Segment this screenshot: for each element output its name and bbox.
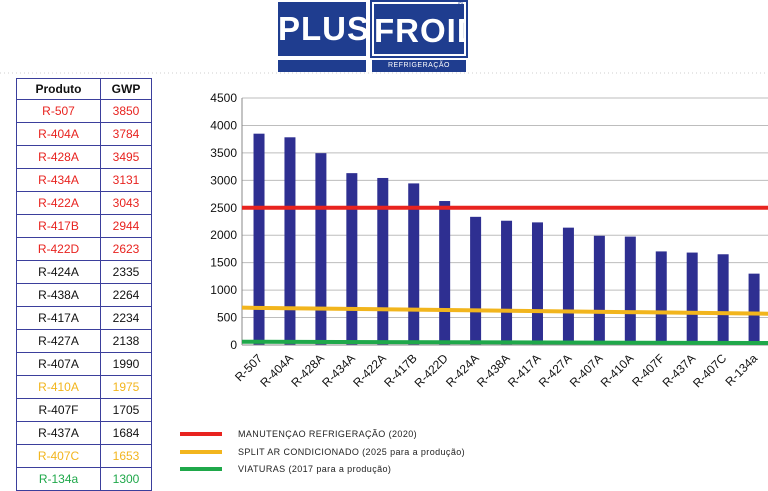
logo-bar <box>278 60 366 72</box>
cell-gwp: 1684 <box>100 421 152 445</box>
y-tick-label: 2500 <box>210 201 237 215</box>
x-tick-label: R-422D <box>412 351 451 390</box>
bar <box>284 137 296 345</box>
bar <box>501 220 513 345</box>
table-row: R-424A 2335 <box>16 260 152 284</box>
x-tick-label: R-427A <box>536 351 575 390</box>
x-tick-label: R-404A <box>257 351 296 390</box>
table-row: R-422A 3043 <box>16 191 152 215</box>
cell-gwp: 2623 <box>100 237 152 261</box>
x-tick-label: R-434A <box>319 351 358 390</box>
legend-label: VIATURAS (2017 para a produção) <box>238 464 391 474</box>
y-tick-label: 1500 <box>210 256 237 270</box>
bar <box>655 251 667 345</box>
table-row: R-427A 2138 <box>16 329 152 353</box>
bar <box>717 254 729 345</box>
bar <box>470 216 482 345</box>
cell-produto: R-407A <box>16 352 101 376</box>
y-tick-label: 3500 <box>210 146 237 160</box>
cell-produto: R-417A <box>16 306 101 330</box>
x-tick-label: R-438A <box>474 351 513 390</box>
table-row: R-404A 3784 <box>16 122 152 146</box>
y-tick-label: 1000 <box>210 283 237 297</box>
cell-gwp: 2335 <box>100 260 152 284</box>
bar <box>593 235 605 345</box>
y-tick-label: 0 <box>230 338 237 352</box>
table-row: R-407F 1705 <box>16 398 152 422</box>
bar <box>315 153 327 345</box>
bar <box>439 201 451 345</box>
cell-produto: R-428A <box>16 145 101 169</box>
bar <box>748 273 760 345</box>
legend-label: SPLIT AR CONDICIONADO (2025 para a produ… <box>238 447 465 457</box>
cell-produto: R-407C <box>16 444 101 468</box>
x-tick-label: R-417A <box>505 351 544 390</box>
cell-produto: R-422A <box>16 191 101 215</box>
cell-gwp: 3131 <box>100 168 152 192</box>
y-tick-label: 4000 <box>210 118 237 132</box>
x-tick-label: R-410A <box>598 351 637 390</box>
cell-produto: R-422D <box>16 237 101 261</box>
bar <box>346 173 358 345</box>
registered-mark: ® <box>458 0 464 7</box>
chart-threshold-lines <box>241 205 768 345</box>
x-tick-label: R-407C <box>690 351 729 390</box>
gwp-bar-chart: 0 500 1000 1500 2000 2500 3000 3500 4000 4500 R-50… <box>0 72 768 474</box>
x-tick-label: R-422A <box>350 351 389 390</box>
cell-produto: R-507 <box>16 99 101 123</box>
threshold-line-green <box>241 339 768 345</box>
x-tick-label: R-428A <box>288 351 327 390</box>
chart-legend: MANUTENÇAO REFRIGERAÇÃO (2020) SPLIT AR C… <box>180 429 465 474</box>
table-row: R-417A 2234 <box>16 306 152 330</box>
x-tick-label: R-407A <box>567 351 606 390</box>
cell-produto: R-424A <box>16 260 101 284</box>
legend-label: MANUTENÇAO REFRIGERAÇÃO (2020) <box>238 429 417 439</box>
bar <box>624 236 636 345</box>
bar <box>253 133 265 345</box>
y-tick-label: 4500 <box>210 91 237 105</box>
cell-produto: R-410A <box>16 375 101 399</box>
plusfroid-logo: PLUS FROID REFRIGERAÇÃO ® <box>278 0 481 72</box>
cell-gwp: 3784 <box>100 122 152 146</box>
table-row: R-437A 1684 <box>16 421 152 445</box>
logo-plus-word: PLUS <box>278 2 369 56</box>
cell-gwp: 2264 <box>100 283 152 307</box>
bar <box>531 222 543 345</box>
y-tick-label: 500 <box>217 311 237 325</box>
x-tick-label: R-424A <box>443 351 482 390</box>
table-row: R-407A 1990 <box>16 352 152 376</box>
table-row: R-422D 2623 <box>16 237 152 261</box>
y-tick-label: 3000 <box>210 173 237 187</box>
logo-subtitle: REFRIGERAÇÃO <box>372 60 466 72</box>
table-row: R-428A 3495 <box>16 145 152 169</box>
cell-gwp: 2234 <box>100 306 152 330</box>
x-tick-label: R-134a <box>722 351 760 389</box>
table-row: R-434A 3131 <box>16 168 152 192</box>
bar <box>377 177 389 345</box>
cell-gwp: 2138 <box>100 329 152 353</box>
table-row: R-507 3850 <box>16 99 152 123</box>
chart-bars <box>253 133 760 345</box>
bar <box>686 252 698 345</box>
cell-gwp: 3043 <box>100 191 152 215</box>
y-tick-label: 2000 <box>210 228 237 242</box>
logo-froid-word: FROID <box>370 0 481 58</box>
x-tick-label: R-407F <box>629 351 667 389</box>
cell-produto: R-434A <box>16 168 101 192</box>
bar <box>408 183 420 345</box>
threshold-line-yellow <box>241 305 768 316</box>
bar <box>562 227 574 345</box>
